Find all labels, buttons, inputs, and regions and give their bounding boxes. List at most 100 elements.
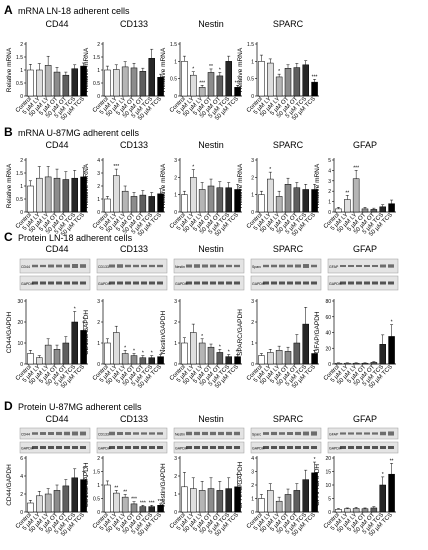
- blot-band: [210, 431, 216, 436]
- blot-band: [348, 264, 354, 268]
- significance-marker: **: [114, 485, 118, 491]
- y-tick-label: 2: [97, 42, 100, 48]
- y-tick-label: 1: [174, 492, 177, 498]
- blot-band: [340, 281, 346, 285]
- y-tick-label: 2: [20, 42, 23, 48]
- blot-band: [388, 431, 394, 436]
- bar: [302, 323, 309, 365]
- blot-band: [109, 281, 115, 285]
- y-tick-label: 15: [325, 470, 331, 476]
- blot-label: GFAP: [329, 265, 339, 269]
- y-tick-label: 0.5: [93, 497, 100, 503]
- bar: [121, 190, 129, 213]
- bar: [370, 507, 378, 513]
- y-tick-label: 2: [251, 483, 254, 489]
- blot-band: [48, 446, 54, 449]
- bar: [148, 58, 155, 97]
- blot-band: [64, 281, 70, 285]
- bar: [190, 488, 197, 513]
- y-tick-label: 0.5: [16, 197, 23, 203]
- bar: [104, 342, 111, 365]
- y-tick-label: 20: [17, 320, 23, 326]
- blot-band: [380, 431, 386, 436]
- blot-strip: [250, 427, 322, 440]
- panel-label: B: [4, 125, 13, 139]
- bar: [190, 74, 197, 97]
- bar: [388, 473, 395, 513]
- y-axis-label: Nestin/GAPDH: [160, 311, 167, 355]
- blot-band: [133, 281, 139, 285]
- y-tick-label: 0.5: [170, 77, 177, 83]
- y-tick-label: 1.5: [16, 55, 23, 61]
- y-axis-label: Relative mRNA: [83, 47, 90, 92]
- bar: [293, 342, 301, 365]
- y-tick-label: 0: [251, 210, 254, 216]
- blot-strip: [327, 258, 399, 274]
- y-tick-label: 0: [251, 510, 254, 516]
- blot-strip: [96, 258, 168, 274]
- bar: [198, 342, 206, 365]
- blot-band: [194, 264, 200, 268]
- chart-title: GFAP: [353, 140, 377, 150]
- y-tick-label: 6: [20, 456, 23, 462]
- blot-band: [64, 431, 70, 436]
- y-tick-label: 5: [328, 158, 331, 164]
- bar: [275, 196, 283, 213]
- blot-label: GAPDH: [21, 447, 34, 451]
- blot-band: [186, 281, 192, 285]
- blot-band: [149, 446, 155, 449]
- blot-band: [218, 431, 224, 436]
- blot-band: [340, 264, 346, 268]
- blot-band: [40, 432, 46, 435]
- y-tick-label: 30: [17, 299, 23, 305]
- blot-label: GAPDH: [175, 447, 188, 451]
- bar: [388, 203, 395, 213]
- y-tick-label: 40: [325, 331, 331, 337]
- y-tick-label: 3: [174, 456, 177, 462]
- bar: [284, 351, 292, 365]
- blot-band: [40, 281, 46, 285]
- blot-label: Nestin: [175, 433, 185, 437]
- y-tick-label: 0: [20, 510, 23, 516]
- blot-strip: [96, 441, 168, 454]
- blot-band: [356, 432, 362, 435]
- blot-band: [303, 264, 309, 268]
- y-tick-label: 2: [97, 320, 100, 326]
- chart-title: SPARC: [273, 244, 304, 254]
- bar: [130, 67, 138, 97]
- y-tick-label: 10: [17, 341, 23, 347]
- bar: [293, 67, 301, 97]
- blot-band: [303, 446, 309, 449]
- blot-label: GAPDH: [252, 282, 265, 286]
- blot-band: [271, 446, 277, 449]
- blot-band: [48, 281, 54, 285]
- bar: [370, 362, 378, 365]
- significance-marker: ***: [113, 164, 119, 170]
- y-axis-label: Nestin/GAPDH: [160, 463, 167, 507]
- blot-band: [279, 432, 285, 435]
- significance-marker: *: [391, 320, 393, 326]
- blot-band: [364, 281, 370, 285]
- y-tick-label: 5: [328, 497, 331, 503]
- blot-band: [388, 446, 394, 449]
- significance-marker: **: [345, 190, 349, 196]
- significance-marker: *: [219, 344, 221, 350]
- blot-band: [279, 446, 285, 449]
- blot-band: [64, 264, 70, 268]
- chart-title: CD44: [45, 19, 68, 29]
- chart-title: CD133: [120, 244, 148, 254]
- bar: [104, 198, 111, 213]
- blot-label: CD133: [98, 265, 109, 269]
- y-tick-label: 1: [20, 68, 23, 74]
- bar: [113, 332, 120, 365]
- y-tick-label: 1: [174, 59, 177, 65]
- blot-band: [263, 264, 269, 268]
- bar: [44, 65, 52, 97]
- blot-label: CD44: [21, 433, 30, 437]
- significance-marker: *: [314, 457, 316, 463]
- blot-band: [303, 431, 309, 436]
- blot-band: [226, 281, 232, 285]
- blot-band: [109, 431, 115, 436]
- bar: [225, 187, 232, 213]
- bar: [53, 349, 61, 365]
